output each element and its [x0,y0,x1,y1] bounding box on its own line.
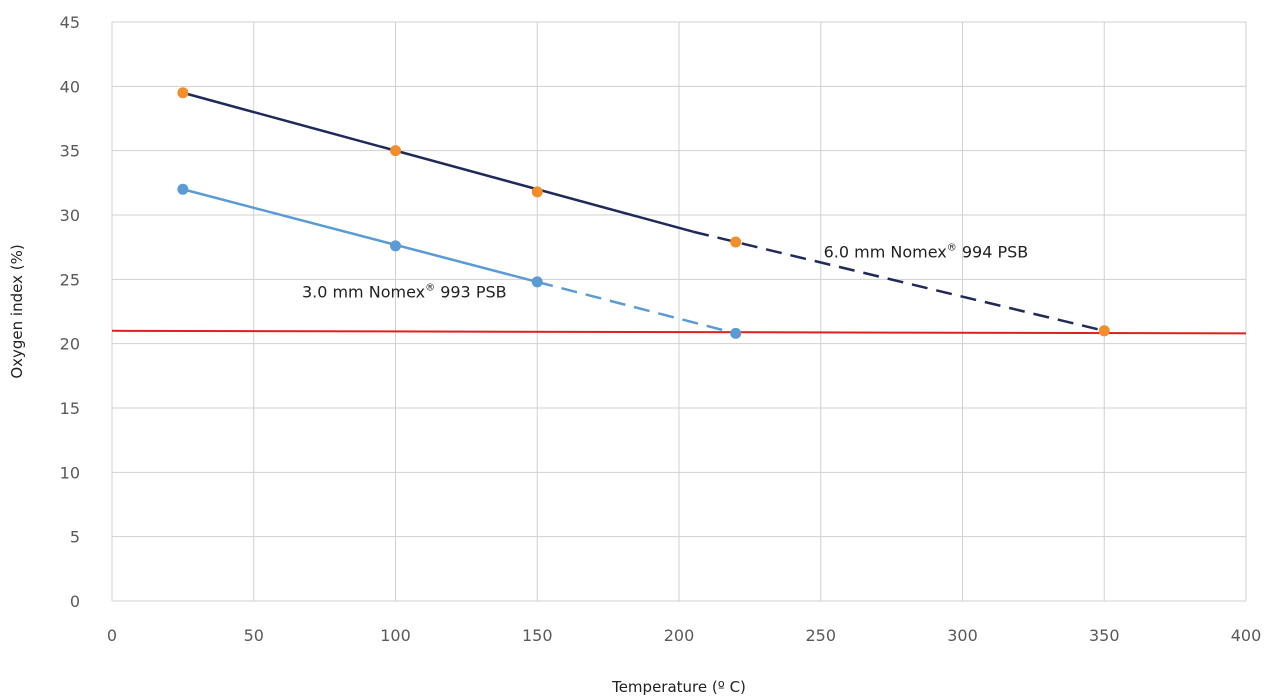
data-point [390,145,401,157]
x-tick-label: 150 [522,626,553,645]
x-tick-label: 100 [380,626,411,645]
series-points [177,87,1110,339]
series-solid-segment [182,91,694,233]
series-lines [111,91,1247,335]
data-point [390,240,401,252]
x-axis-title: Temperature (º C) [611,678,746,696]
data-point [1098,325,1110,337]
y-axis-title: Oxygen index (%) [8,244,26,378]
y-tick-label: 10 [60,463,80,482]
data-point [730,236,742,248]
y-tick-label: 30 [60,206,80,225]
data-point [177,183,189,195]
series-solid-segment [182,188,538,284]
y-tick-label: 40 [60,77,80,96]
y-tick-label: 25 [60,270,80,289]
y-tick-label: 0 [70,592,80,611]
x-tick-label: 0 [107,626,117,645]
x-tick-label: 350 [1089,626,1120,645]
x-tick-label: 250 [805,626,836,645]
data-point [730,327,742,339]
series-dashed-segment [536,280,737,335]
data-point [531,276,543,288]
y-tick-label: 20 [60,335,80,354]
series-annotation: 6.0 mm Nomex® 994 PSB [824,242,1029,261]
x-tick-label: 200 [664,626,695,645]
y-tick-label: 35 [60,142,80,161]
y-tick-label: 15 [60,399,80,418]
x-tick-label: 400 [1231,626,1262,645]
data-point [177,87,189,99]
grid [111,21,1247,602]
x-tick-labels: 0 50 100 150 200 250 300 350 400 [107,626,1261,645]
data-point [531,186,543,198]
y-tick-label: 5 [70,528,80,547]
x-tick-label: 50 [244,626,264,645]
reference-line [111,329,1247,335]
series-annotation: 3.0 mm Nomex® 993 PSB [302,282,507,301]
annotations: 6.0 mm Nomex® 994 PSB 3.0 mm Nomex® 993 P… [302,242,1028,301]
y-tick-labels: 0 5 10 15 20 25 30 35 40 45 [60,13,80,611]
y-tick-label: 45 [60,13,80,32]
series-dashed-segment [692,230,1105,333]
x-tick-label: 300 [947,626,978,645]
